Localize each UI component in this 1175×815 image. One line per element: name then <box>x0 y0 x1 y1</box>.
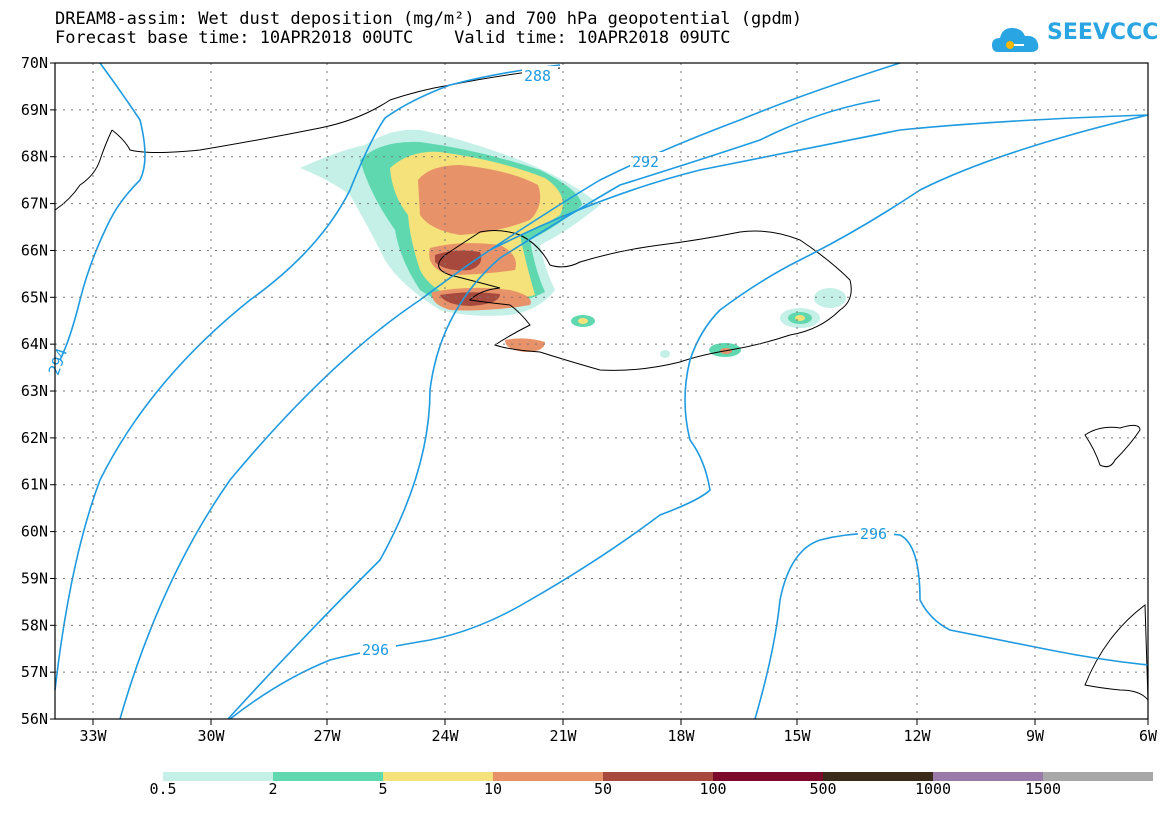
plot-area <box>55 63 1148 719</box>
contour-label-292: 292 <box>632 153 659 171</box>
colorbar-label: 1500 <box>1024 780 1062 798</box>
colorbar-label: 1000 <box>914 780 952 798</box>
lon-label: 21W <box>549 727 577 745</box>
colorbar-label: 100 <box>699 780 727 798</box>
lon-label: 6W <box>1139 727 1158 745</box>
graticule <box>55 63 1148 719</box>
colorbar-swatch <box>603 772 713 781</box>
lat-label: 59N <box>21 569 48 587</box>
colorbar-swatch <box>273 772 383 781</box>
lon-label: 24W <box>431 727 459 745</box>
colorbar-swatch <box>163 772 273 781</box>
lon-label: 9W <box>1026 727 1045 745</box>
colorbar-swatch <box>383 772 493 781</box>
cloud-logo-icon <box>992 28 1039 52</box>
contour-label-296-east: 296 <box>860 525 887 543</box>
lon-label: 18W <box>667 727 695 745</box>
colorbar <box>163 772 1153 781</box>
lon-label: 15W <box>783 727 811 745</box>
lat-label: 67N <box>21 195 48 213</box>
lat-label: 57N <box>21 663 48 681</box>
lat-label: 69N <box>21 101 48 119</box>
colorbar-label: 500 <box>809 780 837 798</box>
longitude-labels: 33W 30W 27W 24W 21W 18W 15W 12W 9W 6W <box>79 719 1158 745</box>
colorbar-label: 10 <box>483 780 503 798</box>
lon-label: 12W <box>903 727 931 745</box>
logo-text: SEEVCCC <box>1047 20 1159 45</box>
lon-label: 27W <box>313 727 341 745</box>
lat-label: 70N <box>21 54 48 72</box>
lat-label: 58N <box>21 616 48 634</box>
colorbar-label: 50 <box>593 780 613 798</box>
contour-label-288: 288 <box>524 67 551 85</box>
colorbar-swatch <box>713 772 823 781</box>
colorbar-label: 0.5 <box>149 780 177 798</box>
forecast-times: Forecast base time: 10APR2018 00UTC Vali… <box>55 28 731 48</box>
lat-label: 66N <box>21 241 48 259</box>
lat-label: 65N <box>21 288 48 306</box>
colorbar-label: 5 <box>378 780 388 798</box>
lat-label: 61N <box>21 476 48 494</box>
colorbar-swatch <box>823 772 933 781</box>
contour-label-296-south: 296 <box>362 641 389 659</box>
lat-label: 68N <box>21 148 48 166</box>
lat-label: 62N <box>21 429 48 447</box>
colorbar-swatch <box>493 772 603 781</box>
lat-label: 64N <box>21 335 48 353</box>
dust-deposition-field <box>300 129 846 358</box>
colorbar-label: 2 <box>268 780 278 798</box>
geopotential-contours <box>54 62 1149 720</box>
lon-label: 30W <box>197 727 225 745</box>
map-title: DREAM8-assim: Wet dust deposition (mg/m²… <box>55 9 803 29</box>
colorbar-swatch <box>1043 772 1153 781</box>
latitude-labels: 70N 69N 68N 67N 66N 65N 64N 63N 62N 61N 60N 59N 58N 5… <box>21 54 55 728</box>
lat-label: 63N <box>21 382 48 400</box>
lon-label: 33W <box>79 727 107 745</box>
colorbar-swatch <box>933 772 1043 781</box>
lat-label: 60N <box>21 523 48 541</box>
lat-label: 56N <box>21 710 48 728</box>
